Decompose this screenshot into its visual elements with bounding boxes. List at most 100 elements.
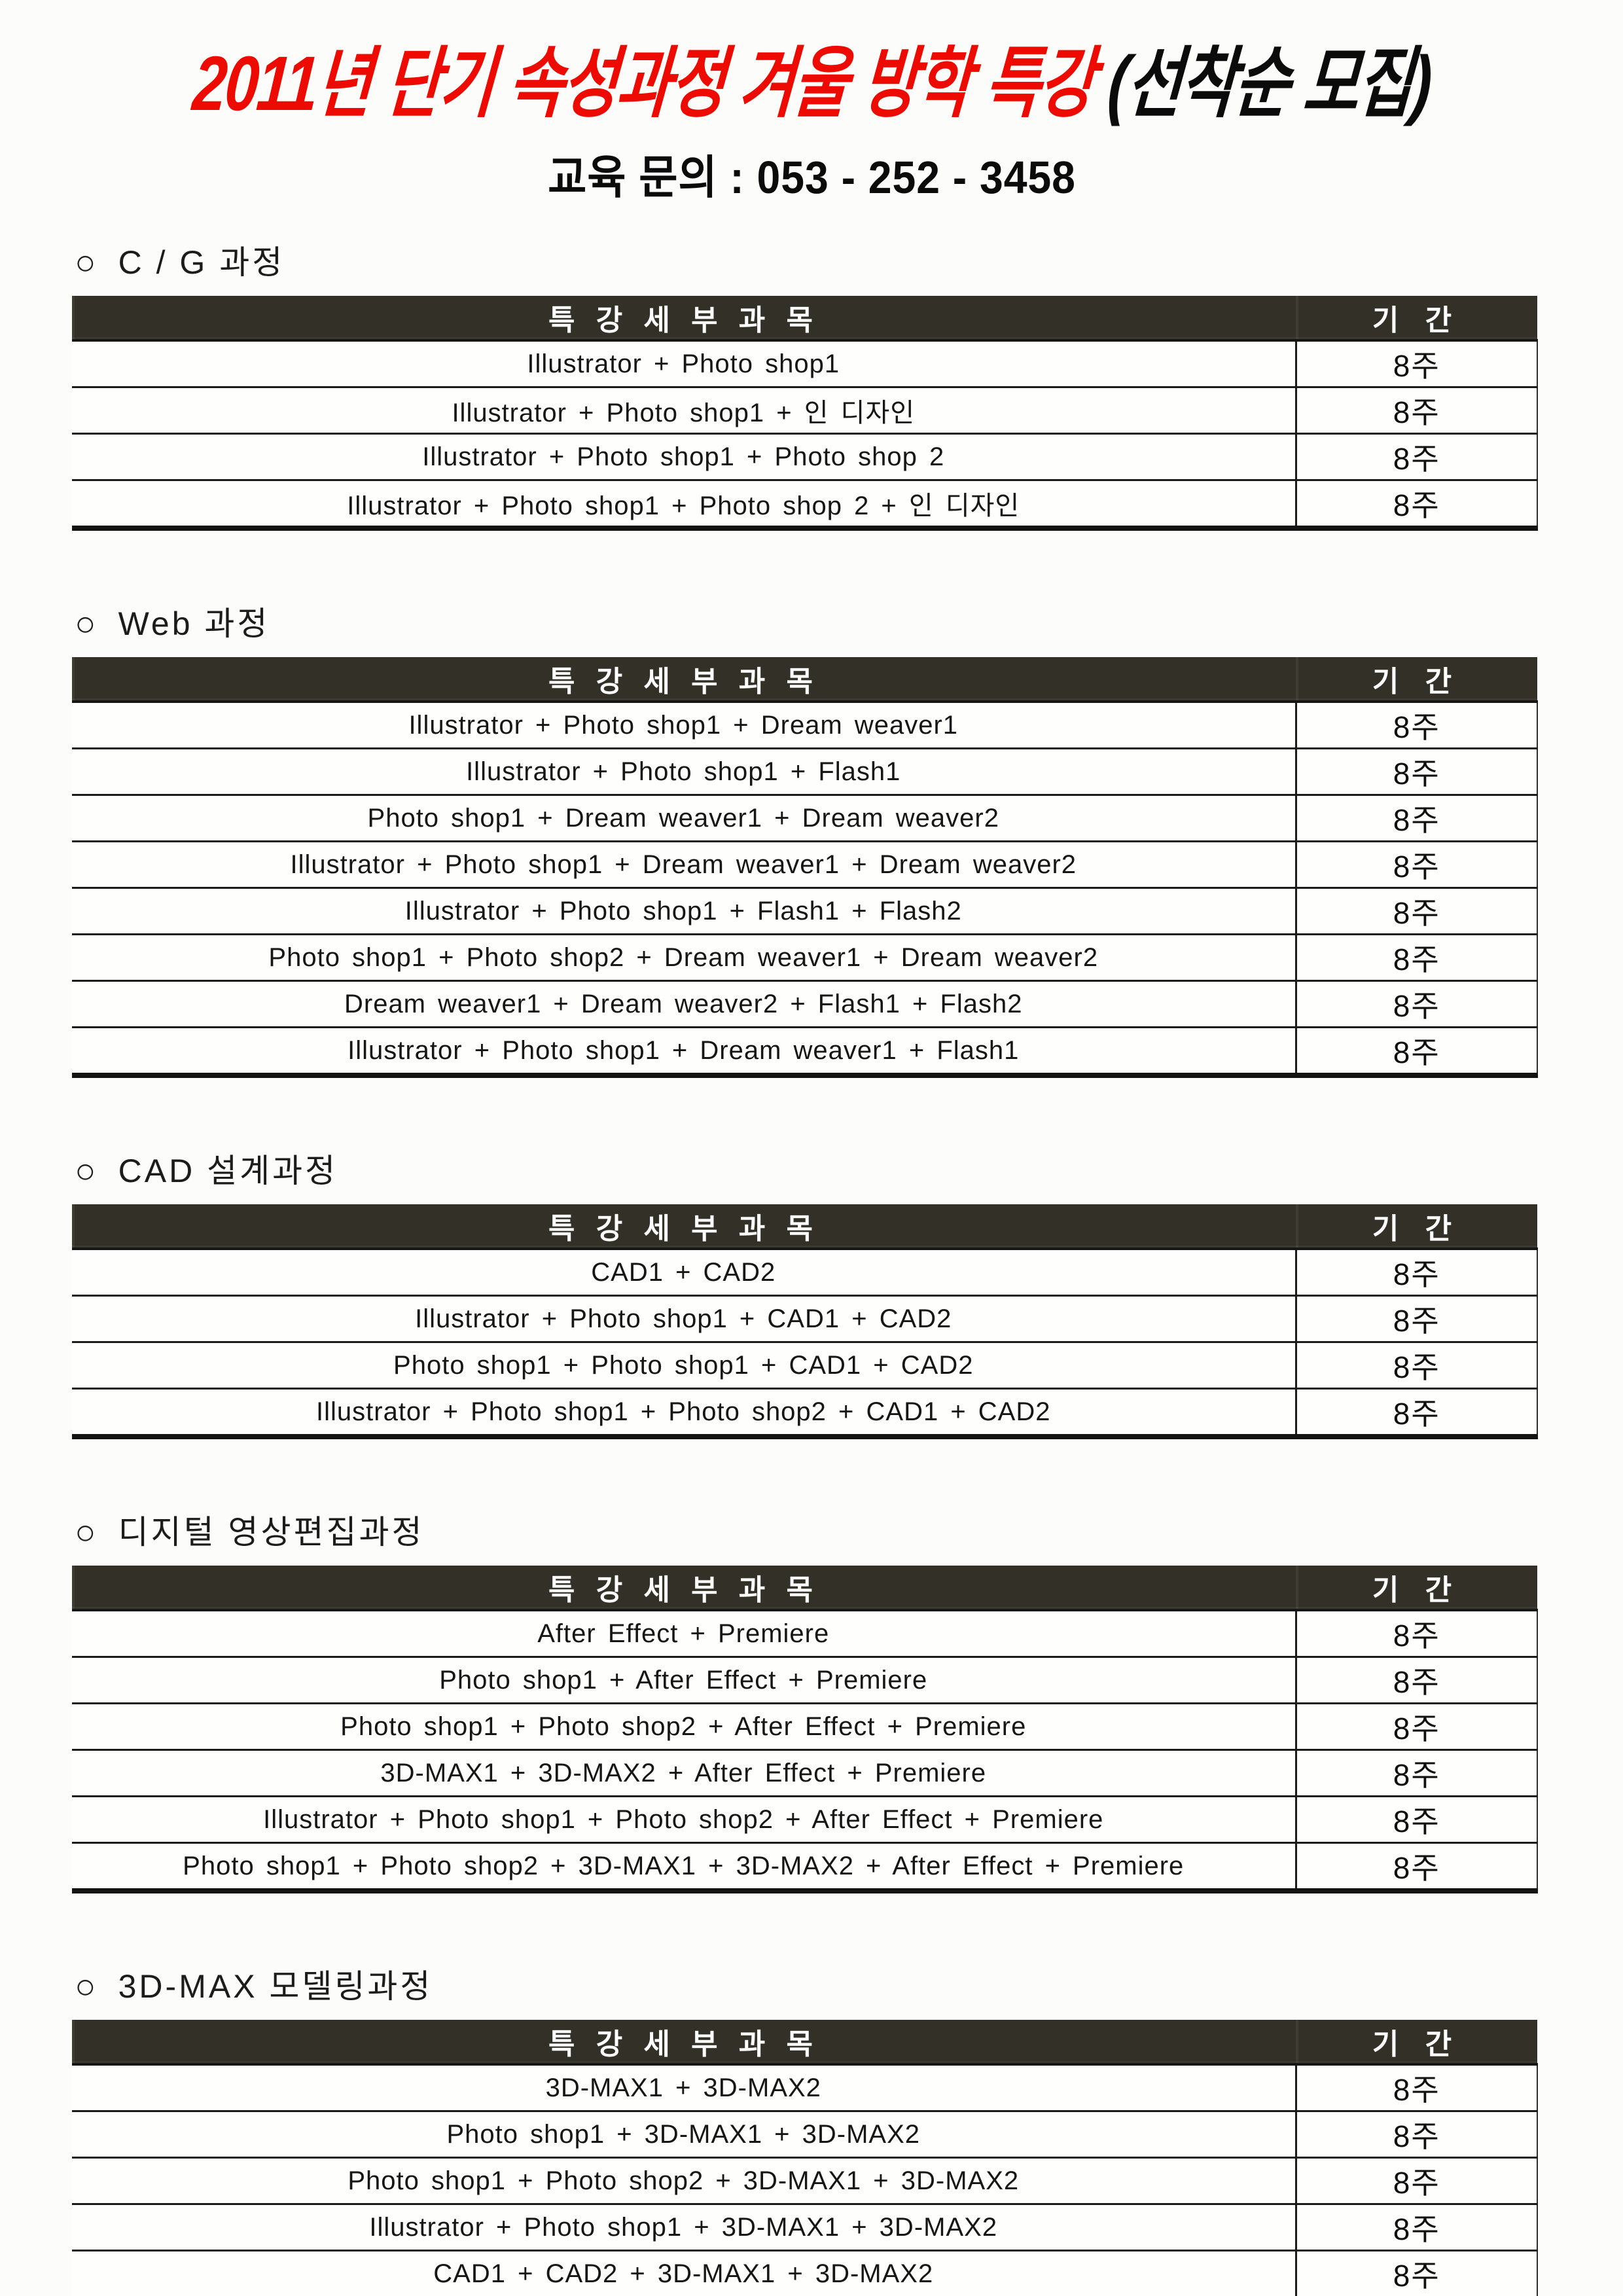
course-duration: 8주 — [1294, 2203, 1538, 2251]
course-subject: Photo shop1 + Photo shop2 + Dream weaver… — [72, 933, 1296, 981]
course-duration: 8주 — [1294, 340, 1538, 387]
course-subject: Illustrator + Photo shop1 + CAD1 + CAD2 — [72, 1295, 1296, 1342]
subject-column-header: 특 강 세 부 과 목 — [72, 657, 1296, 704]
table-row: 3D-MAX1 + 3D-MAX2 8주 — [72, 2064, 1538, 2111]
subject-column-header: 특 강 세 부 과 목 — [72, 1566, 1296, 1612]
circle-bullet-icon: ○ — [75, 1151, 99, 1191]
course-subject: Illustrator + Photo shop1 + 인 디자인 — [72, 386, 1296, 434]
course-subject: Photo shop1 + 3D-MAX1 + 3D-MAX2 — [72, 2110, 1296, 2158]
table-body: Illustrator + Photo shop1 8주 Illustrator… — [72, 340, 1538, 529]
course-duration: 8주 — [1294, 1388, 1538, 1437]
doc-title-suffix: (선착순 모집) — [1105, 41, 1434, 127]
course-duration: 8주 — [1294, 1656, 1538, 1704]
course-duration: 8주 — [1294, 1795, 1538, 1843]
section-title: 3D-MAX 모델링과정 — [118, 1968, 433, 2005]
table-row: After Effect + Premiere 8주 — [72, 1610, 1538, 1657]
course-duration: 8주 — [1294, 887, 1538, 935]
table-body: Illustrator + Photo shop1 + Dream weaver… — [72, 702, 1538, 1076]
course-subject: Illustrator + Photo shop1 + Dream weaver… — [72, 840, 1296, 888]
course-section: ○ C / G 과정 특 강 세 부 과 목 기 간 Illustrator +… — [72, 245, 1538, 531]
course-table: 특 강 세 부 과 목 기 간 Illustrator + Photo shop… — [72, 296, 1538, 531]
duration-column-header: 기 간 — [1296, 1204, 1537, 1251]
subject-column-header: 특 강 세 부 과 목 — [72, 2020, 1296, 2066]
table-header-row: 특 강 세 부 과 목 기 간 — [72, 2020, 1537, 2066]
circle-bullet-icon: ○ — [75, 1513, 99, 1552]
course-subject: Illustrator + Photo shop1 + Photo shop 2 — [72, 433, 1296, 480]
table-row: Illustrator + Photo shop1 + CAD1 + CAD2 … — [72, 1295, 1538, 1342]
course-subject: Illustrator + Photo shop1 + Dream weaver… — [72, 702, 1296, 749]
table-row: Photo shop1 + Photo shop2 + After Effect… — [72, 1702, 1538, 1750]
table-row: Photo shop1 + After Effect + Premiere 8주 — [72, 1656, 1538, 1704]
doc-title: 2011년 단기 속성과정 겨울 방학 특강 (선착순 모집) — [189, 34, 1434, 134]
table-row: Photo shop1 + Dream weaver1 + Dream weav… — [72, 794, 1538, 842]
course-subject: CAD1 + CAD2 — [72, 1249, 1296, 1296]
table-row: Photo shop1 + Photo shop1 + CAD1 + CAD2 … — [72, 1341, 1538, 1389]
course-duration: 8주 — [1294, 702, 1538, 749]
table-row: Illustrator + Photo shop1 + Flash1 8주 — [72, 747, 1538, 795]
table-row: Photo shop1 + Photo shop2 + 3D-MAX1 + 3D… — [72, 2157, 1538, 2204]
table-row: Illustrator + Photo shop1 + Photo shop 2… — [72, 433, 1538, 480]
duration-column-header: 기 간 — [1296, 296, 1537, 342]
table-row: CAD1 + CAD2 8주 — [72, 1249, 1538, 1296]
section-title: 디지털 영상편집과정 — [118, 1514, 425, 1551]
course-subject: Illustrator + Photo shop1 + Dream weaver… — [72, 1026, 1296, 1076]
table-row: CAD1 + CAD2 + 3D-MAX1 + 3D-MAX2 8주 — [72, 2250, 1538, 2296]
contact-wrap: 교육 문의 : 053 - 252 - 3458 — [0, 141, 1623, 207]
course-duration: 8주 — [1294, 1341, 1538, 1389]
table-row: 3D-MAX1 + 3D-MAX2 + After Effect + Premi… — [72, 1749, 1538, 1797]
course-duration: 8주 — [1294, 1749, 1538, 1797]
course-subject: Illustrator + Photo shop1 + Flash1 — [72, 747, 1296, 795]
table-row: Illustrator + Photo shop1 + Dream weaver… — [72, 1026, 1538, 1076]
course-subject: Photo shop1 + Photo shop2 + 3D-MAX1 + 3D… — [72, 1842, 1296, 1892]
course-section: ○ Web 과정 특 강 세 부 과 목 기 간 Illustrator + P… — [72, 605, 1538, 1079]
doc-title-wrap: 2011년 단기 속성과정 겨울 방학 특강 (선착순 모집) — [0, 0, 1623, 134]
course-table: 특 강 세 부 과 목 기 간 CAD1 + CAD2 8주 Illustrat… — [72, 1204, 1538, 1440]
course-duration: 8주 — [1294, 933, 1538, 981]
table-row: Illustrator + Photo shop1 + 인 디자인 8주 — [72, 386, 1538, 434]
course-subject: CAD1 + CAD2 + 3D-MAX1 + 3D-MAX2 — [72, 2250, 1296, 2296]
course-table: 특 강 세 부 과 목 기 간 Illustrator + Photo shop… — [72, 657, 1538, 1079]
section-title: Web 과정 — [118, 605, 270, 643]
course-table: 특 강 세 부 과 목 기 간 3D-MAX1 + 3D-MAX2 8주 Pho… — [72, 2020, 1538, 2296]
course-duration: 8주 — [1294, 840, 1538, 888]
duration-column-header: 기 간 — [1296, 657, 1537, 704]
course-subject: Photo shop1 + After Effect + Premiere — [72, 1656, 1296, 1704]
section-title: CAD 설계과정 — [118, 1153, 338, 1190]
duration-column-header: 기 간 — [1296, 1566, 1537, 1612]
table-row: Photo shop1 + 3D-MAX1 + 3D-MAX2 8주 — [72, 2110, 1538, 2158]
course-subject: After Effect + Premiere — [72, 1610, 1296, 1657]
circle-bullet-icon: ○ — [75, 243, 99, 283]
table-header-row: 특 강 세 부 과 목 기 간 — [72, 296, 1537, 342]
circle-bullet-icon: ○ — [75, 1967, 99, 2007]
course-duration: 8주 — [1294, 980, 1538, 1028]
course-duration: 8주 — [1294, 479, 1538, 529]
table-header-row: 특 강 세 부 과 목 기 간 — [72, 657, 1537, 704]
course-duration: 8주 — [1294, 747, 1538, 795]
table-body: 3D-MAX1 + 3D-MAX2 8주 Photo shop1 + 3D-MA… — [72, 2064, 1538, 2296]
section-heading: ○ C / G 과정 — [75, 245, 1535, 280]
course-duration: 8주 — [1294, 2157, 1538, 2204]
section-title: C / G 과정 — [118, 244, 285, 281]
subject-column-header: 특 강 세 부 과 목 — [72, 296, 1296, 342]
table-row: Illustrator + Photo shop1 + Dream weaver… — [72, 840, 1538, 888]
doc-title-main: 2011년 단기 속성과정 겨울 방학 특강 — [189, 41, 1112, 127]
course-table: 특 강 세 부 과 목 기 간 After Effect + Premiere … — [72, 1566, 1538, 1894]
table-row: Photo shop1 + Photo shop2 + Dream weaver… — [72, 933, 1538, 981]
table-header-row: 특 강 세 부 과 목 기 간 — [72, 1566, 1537, 1612]
course-section: ○ 3D-MAX 모델링과정 특 강 세 부 과 목 기 간 3D-MAX1 +… — [72, 1967, 1538, 2296]
table-row: Illustrator + Photo shop1 + 3D-MAX1 + 3D… — [72, 2203, 1538, 2251]
section-heading: ○ CAD 설계과정 — [75, 1153, 1535, 1189]
course-subject: Illustrator + Photo shop1 + Photo shop 2… — [72, 479, 1296, 529]
course-duration: 8주 — [1294, 2064, 1538, 2111]
course-subject: 3D-MAX1 + 3D-MAX2 — [72, 2064, 1296, 2111]
table-row: Illustrator + Photo shop1 + Photo shop2 … — [72, 1388, 1538, 1437]
course-subject: Photo shop1 + Photo shop2 + After Effect… — [72, 1702, 1296, 1750]
duration-column-header: 기 간 — [1296, 2020, 1537, 2066]
table-row: Illustrator + Photo shop1 8주 — [72, 340, 1538, 387]
course-subject: Illustrator + Photo shop1 — [72, 340, 1296, 387]
subject-column-header: 특 강 세 부 과 목 — [72, 1204, 1296, 1251]
course-subject: Illustrator + Photo shop1 + 3D-MAX1 + 3D… — [72, 2203, 1296, 2251]
course-subject: Photo shop1 + Dream weaver1 + Dream weav… — [72, 794, 1296, 842]
table-body: After Effect + Premiere 8주 Photo shop1 +… — [72, 1610, 1538, 1892]
